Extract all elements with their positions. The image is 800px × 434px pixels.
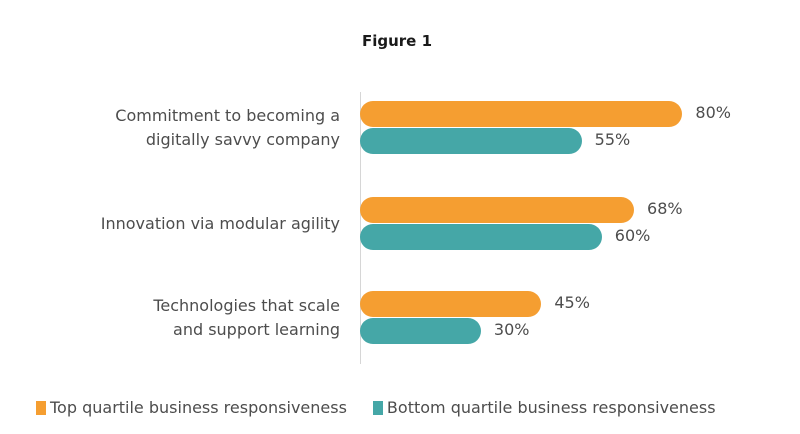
legend-label: Bottom quartile business responsiveness <box>386 398 716 417</box>
bar-top-quartile <box>360 291 542 317</box>
value-label: 80% <box>695 103 731 122</box>
value-label: 55% <box>594 130 631 149</box>
legend-swatch-orange <box>36 400 46 415</box>
bar-bottom-quartile <box>360 318 481 344</box>
bar-bottom-quartile <box>360 224 602 250</box>
legend-item-top-quartile: Top quartile business responsiveness <box>36 398 347 417</box>
value-label: 45% <box>554 293 590 312</box>
value-label: 68% <box>647 199 683 218</box>
category-label: Technologies that scale and support learn… <box>153 295 340 339</box>
legend-swatch-teal <box>372 400 383 415</box>
legend: Top quartile business responsiveness Bot… <box>36 398 742 417</box>
value-label: 60% <box>614 226 651 245</box>
legend-label: Top quartile business responsiveness <box>50 398 347 417</box>
bar-bottom-quartile <box>360 128 582 154</box>
chart-title-text: Figure 1 <box>361 32 433 50</box>
bar-top-quartile <box>360 197 635 223</box>
chart-title: Figure 1 <box>0 32 800 50</box>
bar-top-quartile <box>360 101 683 127</box>
legend-item-bottom-quartile: Bottom quartile business responsiveness <box>372 398 716 417</box>
value-label: 30% <box>493 320 530 339</box>
y-axis-line <box>360 92 361 364</box>
category-label: Innovation via modular agility <box>100 213 340 233</box>
category-label: Commitment to becoming a digitally savvy … <box>115 105 340 149</box>
